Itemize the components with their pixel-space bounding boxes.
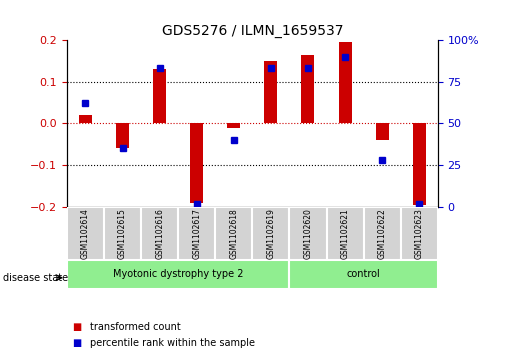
Text: GSM1102620: GSM1102620 xyxy=(303,208,313,259)
Text: GSM1102614: GSM1102614 xyxy=(81,208,90,259)
Bar xyxy=(252,207,289,260)
Bar xyxy=(67,207,104,260)
Bar xyxy=(104,207,141,260)
Bar xyxy=(413,123,426,205)
Bar xyxy=(141,207,178,260)
Text: GSM1102615: GSM1102615 xyxy=(118,208,127,259)
Text: transformed count: transformed count xyxy=(90,322,181,332)
Bar xyxy=(364,207,401,260)
Text: GSM1102622: GSM1102622 xyxy=(377,208,387,258)
Bar xyxy=(190,123,203,203)
Bar xyxy=(67,260,289,289)
Bar xyxy=(215,207,252,260)
Text: GSM1102619: GSM1102619 xyxy=(266,208,276,259)
Text: disease state: disease state xyxy=(3,273,67,283)
Text: ■: ■ xyxy=(72,322,81,332)
Text: GSM1102618: GSM1102618 xyxy=(229,208,238,258)
Bar xyxy=(401,207,438,260)
Bar xyxy=(289,260,438,289)
Bar xyxy=(327,207,364,260)
Bar xyxy=(79,115,92,123)
Bar xyxy=(153,69,166,123)
Bar xyxy=(375,123,389,140)
Bar xyxy=(178,207,215,260)
Bar xyxy=(301,54,315,123)
Text: GSM1102617: GSM1102617 xyxy=(192,208,201,259)
Text: percentile rank within the sample: percentile rank within the sample xyxy=(90,338,255,348)
Bar xyxy=(264,61,278,123)
Bar xyxy=(116,123,129,148)
Text: GSM1102616: GSM1102616 xyxy=(155,208,164,259)
Text: Myotonic dystrophy type 2: Myotonic dystrophy type 2 xyxy=(113,269,244,279)
Text: control: control xyxy=(347,269,381,279)
Bar xyxy=(338,42,352,123)
Text: GSM1102621: GSM1102621 xyxy=(340,208,350,258)
Bar xyxy=(289,207,327,260)
Bar xyxy=(227,123,241,127)
Text: GSM1102623: GSM1102623 xyxy=(415,208,424,259)
Title: GDS5276 / ILMN_1659537: GDS5276 / ILMN_1659537 xyxy=(162,24,343,37)
Text: ■: ■ xyxy=(72,338,81,348)
